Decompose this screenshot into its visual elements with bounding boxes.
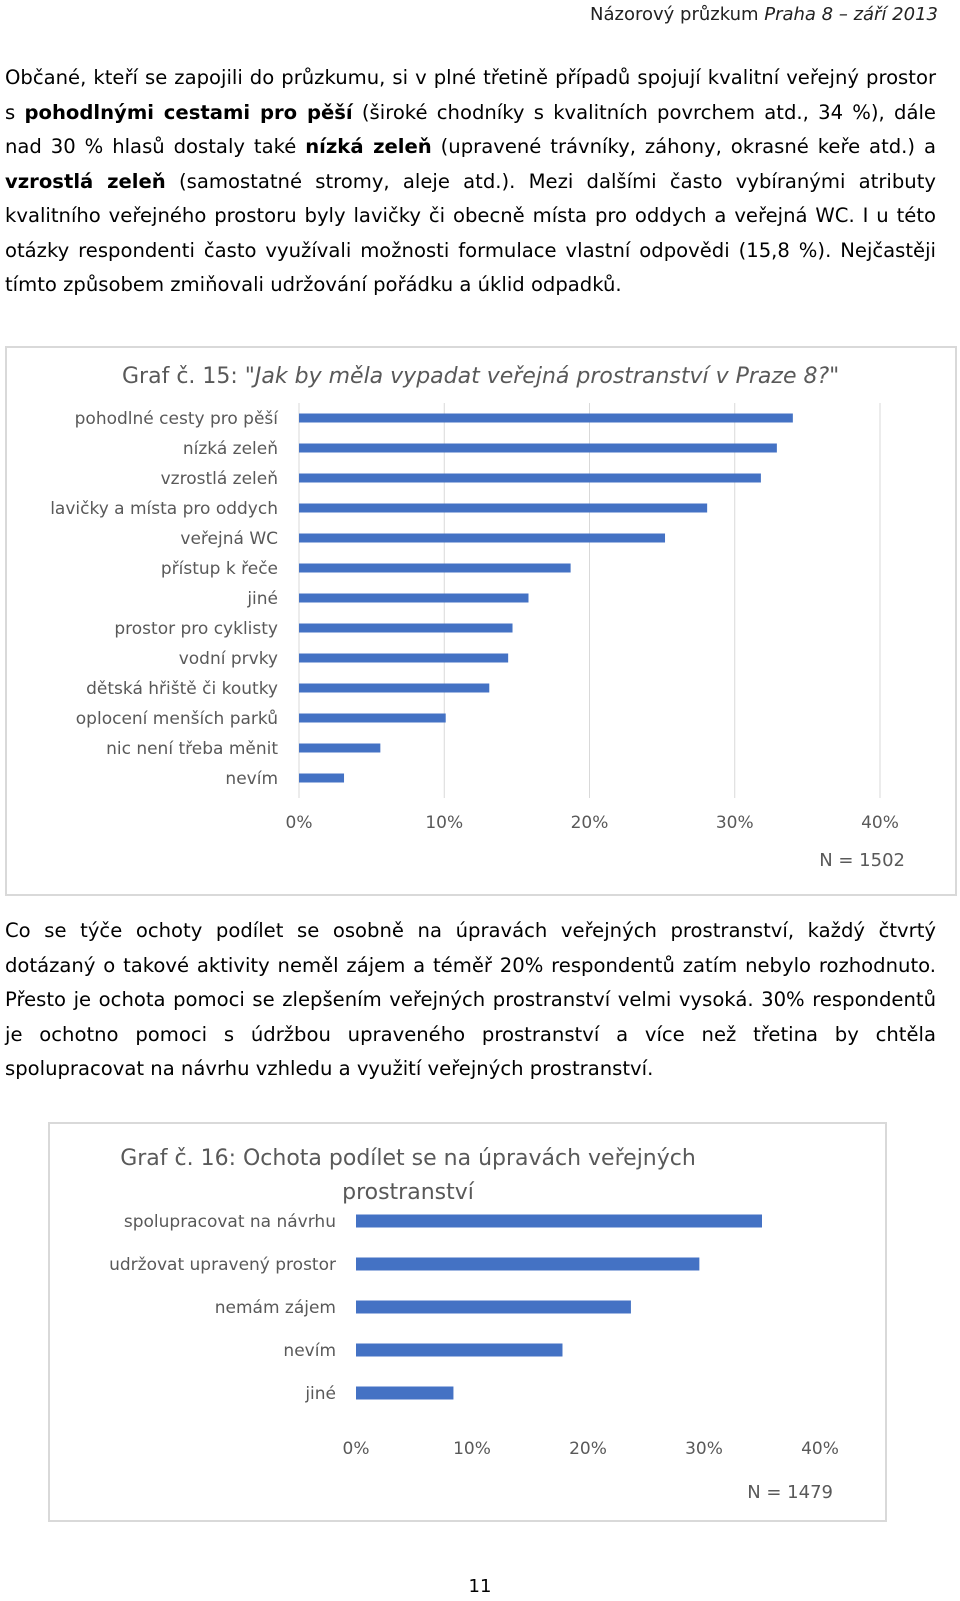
c1-bar [299,773,345,783]
paragraph-1: Občané, kteří se zapojili do průzkumu, s… [5,61,936,303]
c1-bar [299,503,708,513]
chart-16: Graf č. 16: Ochota podílet se na úpravác… [48,1122,887,1522]
header-text: Názorový průzkum [590,4,765,25]
paragraph-1-text-3: (upravené trávníky, záhony, okrasné keře… [431,135,936,158]
c1-bar [299,473,761,483]
c1-bar [299,593,529,603]
c2-tick-label: 40% [801,1439,839,1459]
c1-category-label: prostor pro cyklisty [114,619,278,639]
c1-bar [299,683,490,693]
chart-15-n-note: N = 1502 [819,850,905,871]
c2-bar [356,1386,454,1400]
c1-tick-label: 30% [716,813,754,833]
c1-bar [299,743,381,753]
c1-tick-label: 20% [571,813,609,833]
c2-tick-label: 20% [569,1439,607,1459]
c2-tick-label: 0% [343,1439,370,1459]
paragraph-1-text-1: Občané, kteří se zapojili do průzkumu, s… [5,66,936,124]
chart-16-n-note: N = 1479 [747,1482,833,1503]
c1-tick-label: 40% [861,813,899,833]
c1-category-label: jiné [246,589,278,609]
c2-category-label: jiné [304,1384,336,1404]
c1-category-label: nízká zeleň [183,439,278,459]
c2-bar [356,1214,762,1228]
c1-category-label: dětská hřiště či koutky [86,679,278,699]
c1-category-label: veřejná WC [180,529,278,549]
c1-category-label: oplocení menších parků [76,709,278,729]
c1-bar [299,713,446,723]
c1-tick-label: 10% [425,813,463,833]
c2-bar [356,1257,700,1271]
page-header: Názorový průzkum Praha 8 – září 2013 [590,4,938,25]
c2-category-label: udržovat upravený prostor [109,1255,336,1275]
c2-tick-label: 30% [685,1439,723,1459]
c1-category-label: lavičky a místa pro oddych [50,499,278,519]
c2-category-label: nevím [283,1341,336,1361]
c1-bar [299,413,793,423]
paragraph-1-text-4: (samostatné stromy, aleje atd.). Mezi da… [5,169,936,297]
chart-16-svg: Graf č. 16: Ochota podílet se na úpravác… [109,1146,839,1503]
chart-15-title: Graf č. 15: "Jak by měla vypadat veřejná… [122,364,839,389]
chart-16-title-line-2: prostranství [342,1180,475,1205]
c2-tick-label: 10% [453,1439,491,1459]
page-number: 11 [468,1576,492,1597]
c1-category-label: vodní prvky [179,649,278,669]
chart-15: Graf č. 15: "Jak by měla vypadat veřejná… [5,346,957,896]
c2-bar [356,1343,563,1357]
chart-15-svg: Graf č. 15: "Jak by měla vypadat veřejná… [50,364,905,871]
c1-category-label: nevím [225,769,278,789]
c1-bar [299,563,571,573]
c1-bar [299,653,509,663]
c1-category-label: nic není třeba měnit [106,739,278,759]
c1-bar [299,623,513,633]
paragraph-1-bold-3: vzrostlá zeleň [5,169,166,193]
chart-16-title-line-1: Graf č. 16: Ochota podílet se na úpravác… [120,1146,696,1171]
c1-bar [299,443,777,453]
c1-tick-label: 0% [286,813,313,833]
paragraph-1-bold-1: pohodlnými cestami pro pěší [24,100,353,124]
c2-bar [356,1300,631,1314]
header-italic-text: Praha 8 – září 2013 [764,4,938,25]
c2-category-label: spolupracovat na návrhu [124,1212,336,1232]
c1-category-label: pohodlné cesty pro pěší [75,409,280,429]
c1-category-label: vzrostlá zeleň [161,469,278,489]
c1-category-label: přístup k řeče [161,559,278,579]
paragraph-2: Co se týče ochoty podílet se osobně na ú… [5,919,936,1080]
paragraph-1-text-2: (široké chodníky s kvalitních povrchem a… [5,100,936,159]
c1-bar [299,533,666,543]
c2-category-label: nemám zájem [215,1298,336,1318]
paragraph-1-bold-2: nízká zeleň [305,135,432,158]
